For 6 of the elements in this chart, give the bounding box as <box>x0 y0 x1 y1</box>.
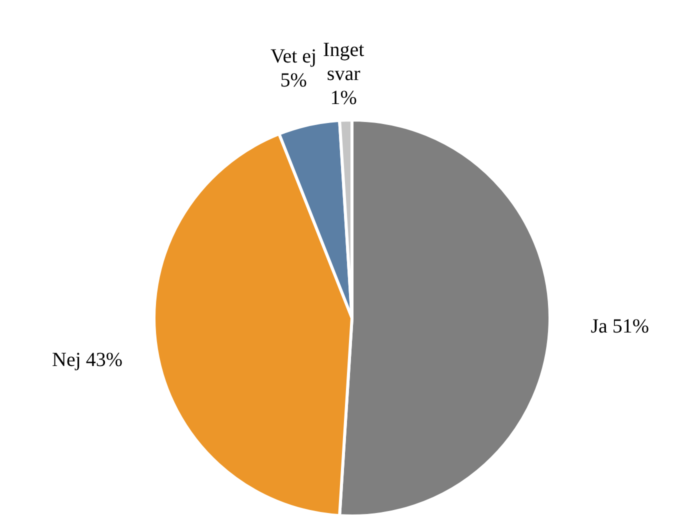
slice-label: Vet ej <box>270 45 317 68</box>
data-label: 1% <box>330 87 357 110</box>
data-label: 5% <box>280 69 307 92</box>
slice-label: Ja 51% <box>590 315 650 338</box>
slice-label: Nej 43% <box>52 348 123 371</box>
slice-label: Inget svar <box>323 39 365 86</box>
